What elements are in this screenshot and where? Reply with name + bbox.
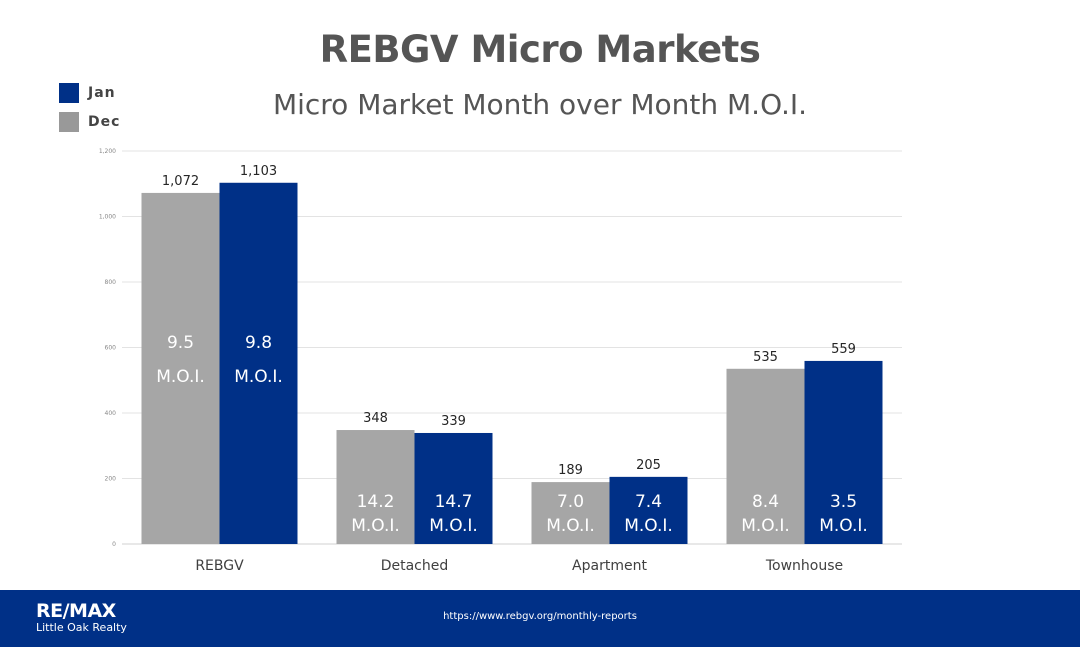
chart-subtitle-text: Micro Market Month over Month M.O.I. xyxy=(272,88,808,121)
x-tick-label: Detached xyxy=(381,558,449,574)
moi-unit-label: M.O.I. xyxy=(351,516,400,536)
legend-swatch-jan xyxy=(59,83,79,103)
y-tick-label: 800 xyxy=(105,279,117,286)
moi-value-label: 8.4 xyxy=(752,492,779,512)
data-label: 535 xyxy=(753,350,778,365)
y-tick-label: 600 xyxy=(105,345,117,352)
y-tick-label: 1,000 xyxy=(99,214,116,221)
moi-value-label: 14.7 xyxy=(435,492,473,512)
chart-title: REBGV Micro Markets xyxy=(319,28,761,71)
y-tick-label: 0 xyxy=(112,541,116,548)
moi-value-label: 7.0 xyxy=(557,492,584,512)
x-tick-label: REBGV xyxy=(195,558,244,574)
legend-swatch-dec xyxy=(59,112,79,132)
bar xyxy=(414,432,493,544)
remax-logo: RE/MAX Little Oak Realty xyxy=(36,600,127,635)
bar xyxy=(141,192,220,545)
moi-value-label: 3.5 xyxy=(830,492,857,512)
moi-unit-label: M.O.I. xyxy=(741,516,790,536)
source-url: https://www.rebgv.org/monthly-reports xyxy=(443,611,637,622)
data-label: 1,072 xyxy=(162,174,199,189)
y-tick-label: 1,200 xyxy=(99,148,116,155)
legend-label-dec: Dec xyxy=(88,114,121,130)
moi-value-label: 7.4 xyxy=(635,492,662,512)
bar xyxy=(726,368,805,544)
chart-subtitle: Micro Market Month over Month M.O.I. xyxy=(0,88,1080,121)
moi-value-label: 9.8 xyxy=(245,333,272,353)
bar xyxy=(531,482,610,544)
data-label: 1,103 xyxy=(240,164,277,179)
moi-unit-label: M.O.I. xyxy=(429,516,478,536)
footer-bar: RE/MAX Little Oak Realty https://www.reb… xyxy=(0,590,1080,647)
legend-item-dec: Dec xyxy=(59,111,120,133)
legend-item-jan: Jan xyxy=(59,82,120,104)
data-label: 205 xyxy=(636,458,661,473)
bar xyxy=(336,430,415,544)
moi-unit-label: M.O.I. xyxy=(156,367,205,387)
moi-unit-label: M.O.I. xyxy=(624,516,673,536)
legend: Jan Dec xyxy=(59,82,120,140)
data-label: 348 xyxy=(363,411,388,426)
bar xyxy=(219,182,298,544)
moi-value-label: 14.2 xyxy=(357,492,395,512)
data-label: 339 xyxy=(441,414,466,429)
x-tick-label: Apartment xyxy=(572,558,647,574)
logo-wordmark: RE/MAX xyxy=(36,600,116,622)
bar xyxy=(804,360,883,544)
x-tick-label: Townhouse xyxy=(765,558,843,574)
y-tick-label: 400 xyxy=(105,410,117,417)
data-label: 559 xyxy=(831,342,856,357)
moi-unit-label: M.O.I. xyxy=(819,516,868,536)
data-label: 189 xyxy=(558,463,583,478)
logo-office-name: Little Oak Realty xyxy=(36,621,127,634)
y-tick-label: 200 xyxy=(105,476,117,483)
moi-unit-label: M.O.I. xyxy=(234,367,283,387)
bar xyxy=(609,476,688,544)
moi-unit-label: M.O.I. xyxy=(546,516,595,536)
bar-chart: 0 200 400 600 800 1,000 1,200 REBGV 1,072 9.5 M.O.… xyxy=(99,148,902,574)
legend-label-jan: Jan xyxy=(88,85,116,101)
moi-value-label: 9.5 xyxy=(167,333,194,353)
